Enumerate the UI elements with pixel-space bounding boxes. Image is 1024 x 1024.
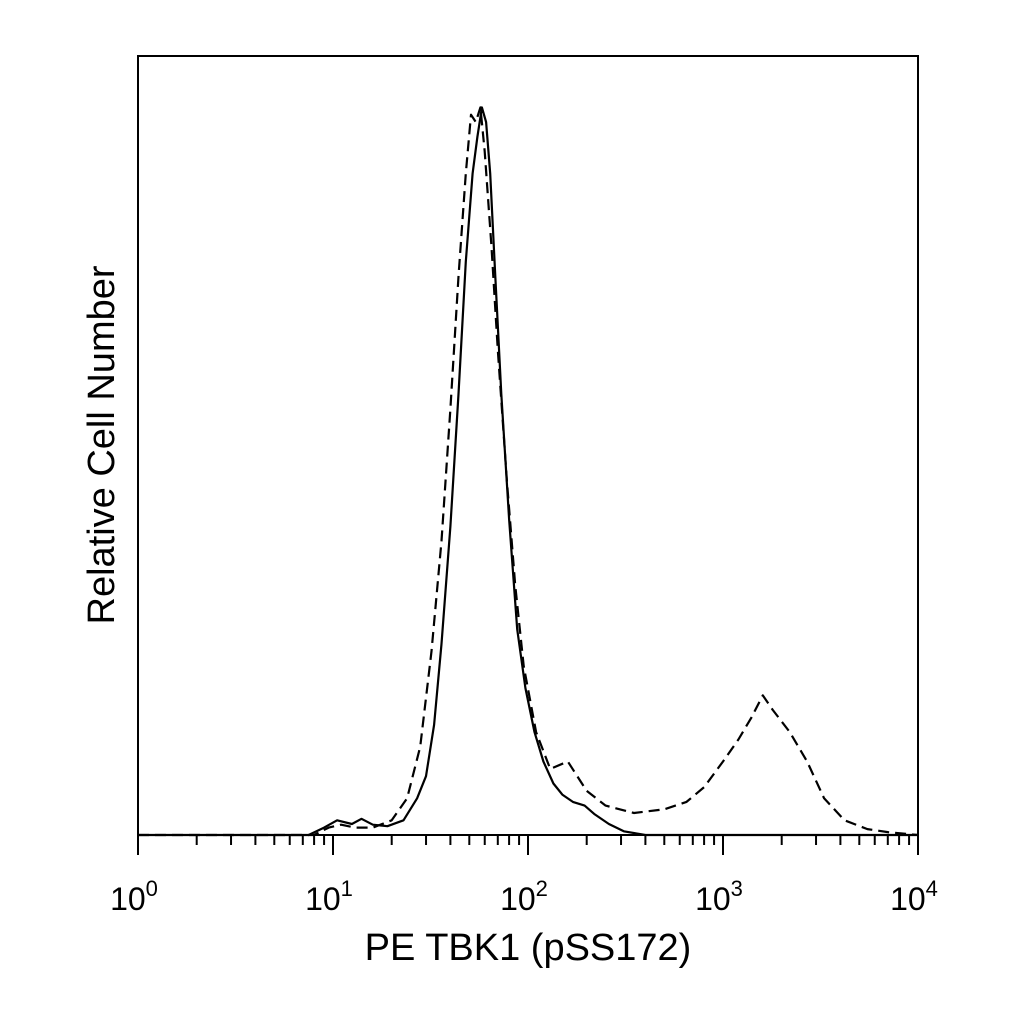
histogram-curves: [138, 106, 919, 837]
x-axis-tick-labels: 100 101 102 103 104: [110, 876, 938, 917]
stimulated-histogram-line: [138, 106, 919, 837]
x-tick-label: 100: [110, 876, 158, 917]
control-histogram-line: [138, 106, 918, 837]
y-axis-label: Relative Cell Number: [81, 265, 123, 624]
x-tick-label: 104: [890, 876, 938, 917]
x-tick-label: 101: [305, 876, 353, 917]
x-tick-label: 103: [695, 876, 743, 917]
x-tick-label: 102: [500, 876, 548, 917]
plot-frame: [137, 55, 919, 836]
x-axis-label: PE TBK1 (pSS172): [365, 927, 692, 969]
x-axis-ticks: [137, 835, 919, 855]
